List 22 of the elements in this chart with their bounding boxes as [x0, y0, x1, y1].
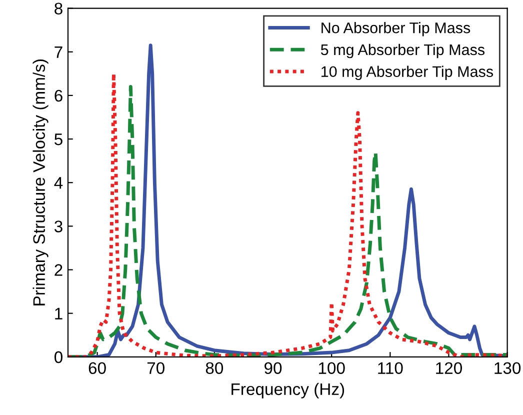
x-tick-label: 130	[494, 362, 521, 374]
y-tick-label: 2	[54, 264, 62, 276]
legend-label: 5 mg Absorber Tip Mass	[320, 44, 485, 58]
y-tick-label: 5	[54, 134, 62, 146]
y-axis-title: Primary Structure Velocity (mm/s)	[32, 60, 48, 306]
y-tick-label: 4	[54, 177, 63, 189]
x-tick-label: 100	[318, 362, 345, 374]
x-axis-title: Frequency (Hz)	[232, 382, 344, 398]
x-tick-label: 120	[436, 362, 462, 374]
legend-label: No Absorber Tip Mass	[322, 22, 470, 36]
x-tick-label: 60	[88, 362, 106, 374]
y-tick-label: 0	[54, 351, 62, 364]
x-tick-label: 90	[264, 362, 282, 374]
x-tick-label: 70	[147, 362, 164, 374]
x-tick-label: 80	[206, 362, 224, 374]
x-tick-label: 110	[378, 362, 403, 374]
y-tick-label: 3	[54, 220, 62, 232]
y-tick-label: 8	[54, 2, 62, 15]
y-tick-label: 6	[54, 90, 62, 102]
legend-label: 10 mg Absorber Tip Mass	[322, 66, 494, 80]
y-tick-label: 1	[55, 308, 62, 320]
y-tick-label: 7	[54, 46, 62, 58]
